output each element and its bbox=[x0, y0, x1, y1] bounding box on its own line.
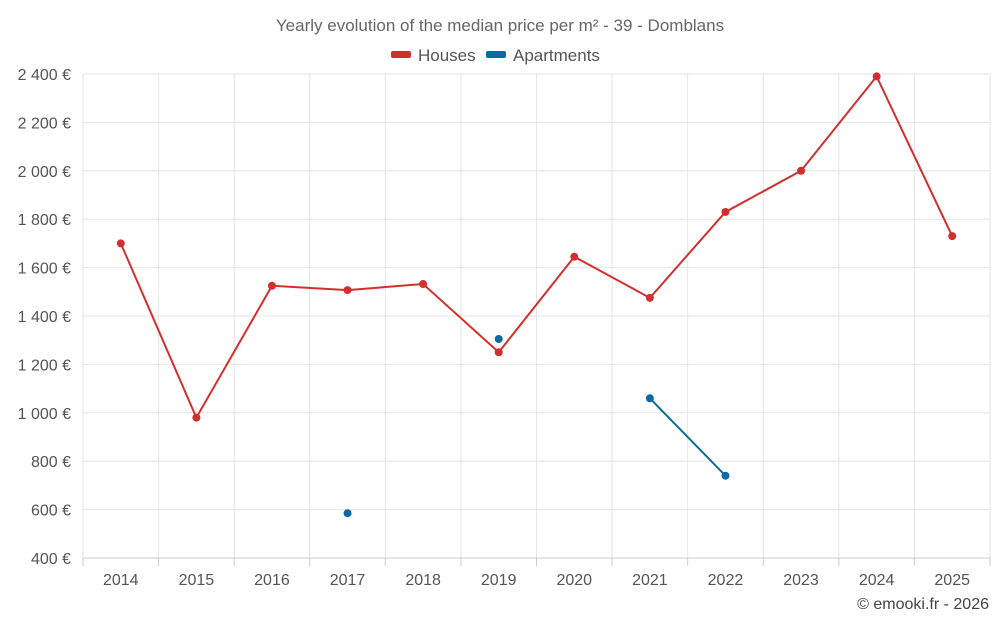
x-tick-label: 2025 bbox=[934, 572, 970, 589]
x-tick-label: 2014 bbox=[103, 572, 139, 589]
data-point-houses-2023[interactable] bbox=[797, 166, 806, 175]
series-houses bbox=[116, 72, 957, 422]
x-tick-label: 2021 bbox=[632, 572, 668, 589]
series-line-apartments bbox=[648, 397, 727, 477]
data-point-houses-2014[interactable] bbox=[116, 239, 125, 248]
data-point-houses-2019[interactable] bbox=[494, 348, 503, 357]
data-point-houses-2022[interactable] bbox=[721, 207, 730, 216]
data-point-houses-2016[interactable] bbox=[267, 281, 276, 290]
y-tick-label: 400 € bbox=[31, 551, 71, 568]
y-tick-label: 2 400 € bbox=[18, 67, 71, 84]
x-tick-label: 2016 bbox=[254, 572, 290, 589]
data-point-apartments-2021[interactable] bbox=[645, 394, 654, 403]
series-apartments bbox=[343, 334, 730, 518]
grid bbox=[82, 73, 991, 558]
data-point-houses-2015[interactable] bbox=[192, 413, 201, 422]
x-tick-label: 2015 bbox=[179, 572, 215, 589]
legend: Houses Apartments bbox=[391, 46, 600, 65]
y-tick-label: 1 600 € bbox=[18, 261, 71, 278]
legend-item-houses[interactable]: Houses bbox=[391, 46, 476, 65]
x-tick-label: 2018 bbox=[405, 572, 441, 589]
legend-item-apartments[interactable]: Apartments bbox=[486, 46, 600, 65]
data-point-houses-2018[interactable] bbox=[419, 280, 428, 289]
x-tick-label: 2020 bbox=[556, 572, 592, 589]
data-point-houses-2020[interactable] bbox=[570, 252, 579, 261]
y-tick-label: 2 000 € bbox=[18, 164, 71, 181]
data-point-houses-2021[interactable] bbox=[645, 293, 654, 302]
y-tick-label: 600 € bbox=[31, 503, 71, 520]
legend-label-apartments: Apartments bbox=[513, 46, 600, 65]
data-point-apartments-2017[interactable] bbox=[343, 509, 352, 518]
x-tick-label: 2017 bbox=[330, 572, 366, 589]
x-tick-label: 2023 bbox=[783, 572, 819, 589]
data-point-houses-2025[interactable] bbox=[948, 232, 957, 241]
data-point-houses-2024[interactable] bbox=[872, 72, 881, 81]
y-tick-label: 1 200 € bbox=[18, 357, 71, 374]
x-tick-label: 2024 bbox=[859, 572, 895, 589]
x-tick-label: 2019 bbox=[481, 572, 517, 589]
chart-title: Yearly evolution of the median price per… bbox=[276, 16, 724, 35]
legend-label-houses: Houses bbox=[418, 46, 476, 65]
credit-text: © emooki.fr - 2026 bbox=[857, 596, 989, 613]
legend-swatch-houses bbox=[391, 51, 411, 58]
axes: 400 € 600 € 800 € 1 000 € 1 200 € 1 400 € 1 60… bbox=[18, 67, 991, 589]
y-tick-label: 2 200 € bbox=[18, 115, 71, 132]
y-tick-label: 1 000 € bbox=[18, 406, 71, 423]
legend-swatch-apartments bbox=[486, 51, 506, 58]
y-tick-label: 1 800 € bbox=[18, 212, 71, 229]
series bbox=[116, 72, 957, 518]
y-tick-label: 800 € bbox=[31, 454, 71, 471]
y-tick-label: 1 400 € bbox=[18, 309, 71, 326]
x-tick-label: 2022 bbox=[708, 572, 744, 589]
data-point-houses-2017[interactable] bbox=[343, 286, 352, 295]
data-point-apartments-2022[interactable] bbox=[721, 471, 730, 480]
series-line-houses bbox=[119, 75, 954, 419]
data-point-apartments-2019[interactable] bbox=[494, 334, 503, 343]
